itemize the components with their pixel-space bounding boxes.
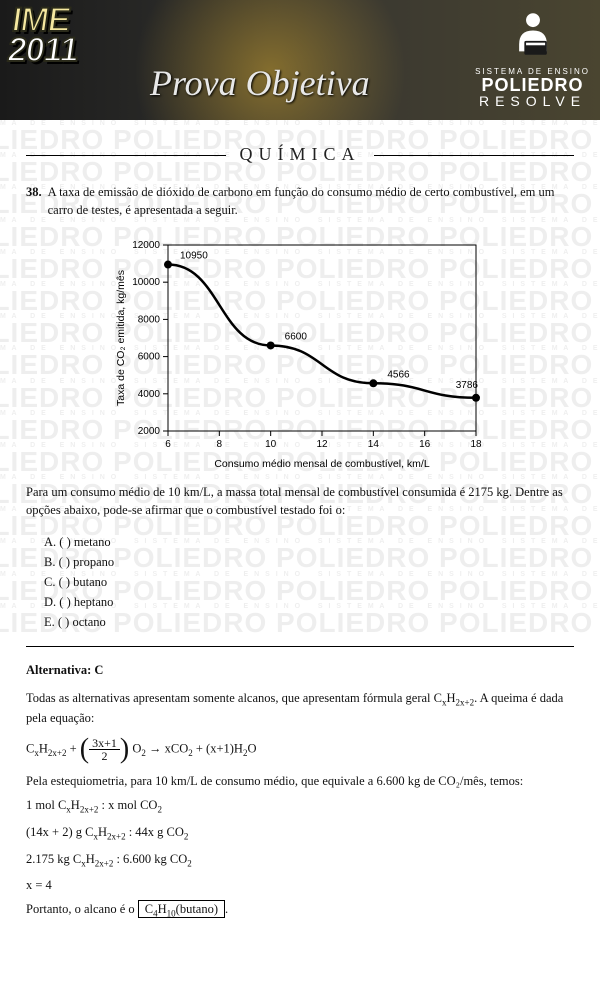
divider xyxy=(26,646,574,647)
resolve-label: RESOLVE xyxy=(475,94,590,108)
svg-text:6000: 6000 xyxy=(138,352,161,363)
section-title: QUÍMICA xyxy=(226,144,375,165)
svg-text:8000: 8000 xyxy=(138,315,161,326)
svg-text:6: 6 xyxy=(165,439,171,450)
stoich-line-1: 1 mol CxH2x+2 : x mol CO2 xyxy=(26,796,574,817)
option-b: B. ( ) propano xyxy=(44,552,574,572)
stoich-line-3: 2.175 kg CxH2x+2 : 6.600 kg CO2 xyxy=(26,850,574,871)
question-number: 38. xyxy=(26,183,42,219)
svg-text:12: 12 xyxy=(316,439,328,450)
prova-title: Prova Objetiva xyxy=(150,62,370,104)
option-d: D. ( ) heptano xyxy=(44,592,574,612)
svg-text:6600: 6600 xyxy=(285,332,308,343)
ime-logo: IME 2011 xyxy=(6,6,84,66)
chart-container: 6 8 10 12 14 16 18 2000 4000 6000 8000 10000 12000 Co… xyxy=(110,233,490,473)
boxed-answer: C4H10(butano) xyxy=(138,900,225,918)
page-header: IME 2011 Prova Objetiva SISTEMA DE ENSIN… xyxy=(0,0,600,120)
svg-text:18: 18 xyxy=(470,439,482,450)
svg-text:10: 10 xyxy=(265,439,277,450)
conclusion-pre: Portanto, o alcano é o xyxy=(26,902,138,916)
svg-text:12000: 12000 xyxy=(132,240,160,251)
co2-chart: 6 8 10 12 14 16 18 2000 4000 6000 8000 10000 12000 Co… xyxy=(110,233,490,473)
section-title-row: QUÍMICA xyxy=(26,144,574,165)
student-icon xyxy=(507,8,559,60)
solution-block: Todas as alternativas apresentam somente… xyxy=(26,689,574,921)
question-followup: Para um consumo médio de 10 km/L, a mass… xyxy=(26,483,574,519)
stoich-line-2: (14x + 2) g CxH2x+2 : 44x g CO2 xyxy=(26,823,574,844)
svg-text:2000: 2000 xyxy=(138,426,161,437)
svg-text:10950: 10950 xyxy=(180,251,208,262)
svg-text:16: 16 xyxy=(419,439,431,450)
svg-text:10000: 10000 xyxy=(132,277,160,288)
combustion-equation: CxH2x+2 + (3x+12) O2 → xCO2 + (x+1)H2O xyxy=(26,737,574,762)
svg-text:4000: 4000 xyxy=(138,389,161,400)
stoich-line-4: x = 4 xyxy=(26,876,574,894)
question-stem: A taxa de emissão de dióxido de carbono … xyxy=(48,183,574,219)
option-c: C. ( ) butano xyxy=(44,572,574,592)
svg-text:Taxa de CO₂ emitida, kg/mês: Taxa de CO₂ emitida, kg/mês xyxy=(115,270,127,406)
stoich-intro: Pela estequiometria, para 10 km/L de con… xyxy=(26,772,574,790)
solution-intro: Todas as alternativas apresentam somente… xyxy=(26,689,574,728)
options-list: A. ( ) metano B. ( ) propano C. ( ) buta… xyxy=(44,532,574,632)
option-e: E. ( ) octano xyxy=(44,612,574,632)
svg-text:3786: 3786 xyxy=(456,380,479,391)
ime-year: 2011 xyxy=(6,36,80,66)
option-a: A. ( ) metano xyxy=(44,532,574,552)
svg-text:Consumo médio mensal de combus: Consumo médio mensal de combustível, km/… xyxy=(214,458,430,470)
svg-text:4566: 4566 xyxy=(387,370,410,381)
page-content: QUÍMICA 38. A taxa de emissão de dióxido… xyxy=(0,120,600,957)
conclusion: Portanto, o alcano é o C4H10(butano). xyxy=(26,900,574,921)
svg-text:8: 8 xyxy=(217,439,223,450)
question-block: 38. A taxa de emissão de dióxido de carb… xyxy=(26,183,574,921)
poliedro-logo: SISTEMA DE ENSINO POLIEDRO RESOLVE xyxy=(475,8,590,108)
answer-label: Alternativa: C xyxy=(26,661,574,679)
svg-text:14: 14 xyxy=(368,439,380,450)
poliedro-label: POLIEDRO xyxy=(475,76,590,94)
